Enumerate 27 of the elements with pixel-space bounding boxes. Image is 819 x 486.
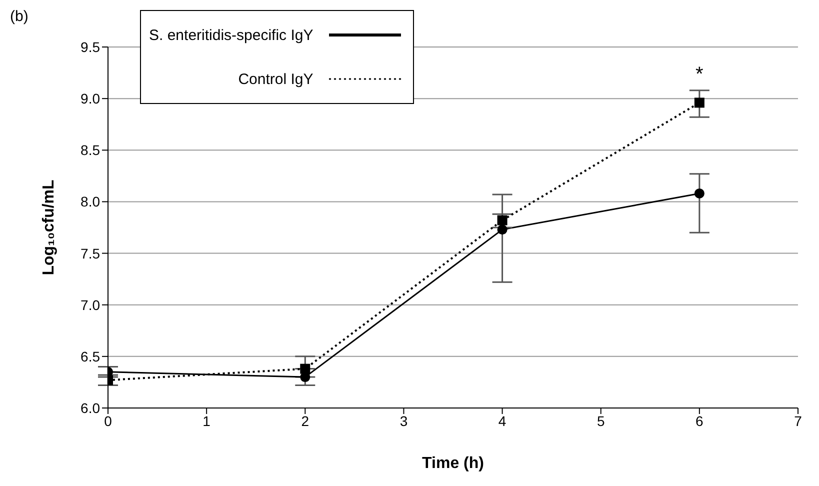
- x-tick-label: 5: [596, 412, 605, 429]
- point: [694, 188, 704, 198]
- y-axis-title: Log₁₀cfu/mL: [40, 179, 58, 276]
- y-tick-label: 8.0: [80, 194, 100, 210]
- point: [300, 364, 310, 374]
- y-tick-label: 6.5: [80, 348, 100, 364]
- x-tick-label: 4: [498, 412, 506, 429]
- y-tick-label: 9.0: [80, 90, 100, 107]
- x-axis-title: Time (h): [422, 455, 484, 472]
- point: [497, 224, 508, 235]
- legend-label: Control IgY: [238, 70, 314, 88]
- x-tick-label: 7: [794, 412, 802, 429]
- x-tick-label: 1: [202, 412, 211, 429]
- text: (b): [10, 8, 28, 25]
- legend-label: S. enteritidis-specific IgY: [149, 26, 314, 44]
- y-tick-label: 7.0: [80, 296, 100, 313]
- x-tick-label: 0: [104, 412, 112, 429]
- y-tick-label: 9.5: [80, 38, 100, 55]
- y-tick-label: 8.5: [80, 142, 100, 158]
- y-tick-label: 7.5: [80, 245, 100, 262]
- x-tick-label: 6: [696, 412, 704, 429]
- annotation: *: [696, 64, 704, 86]
- x-tick-label: 2: [301, 412, 310, 429]
- point: [694, 98, 704, 108]
- x-tick-label: 3: [400, 412, 408, 429]
- y-tick-label: 6.0: [80, 400, 100, 416]
- point: [497, 215, 508, 226]
